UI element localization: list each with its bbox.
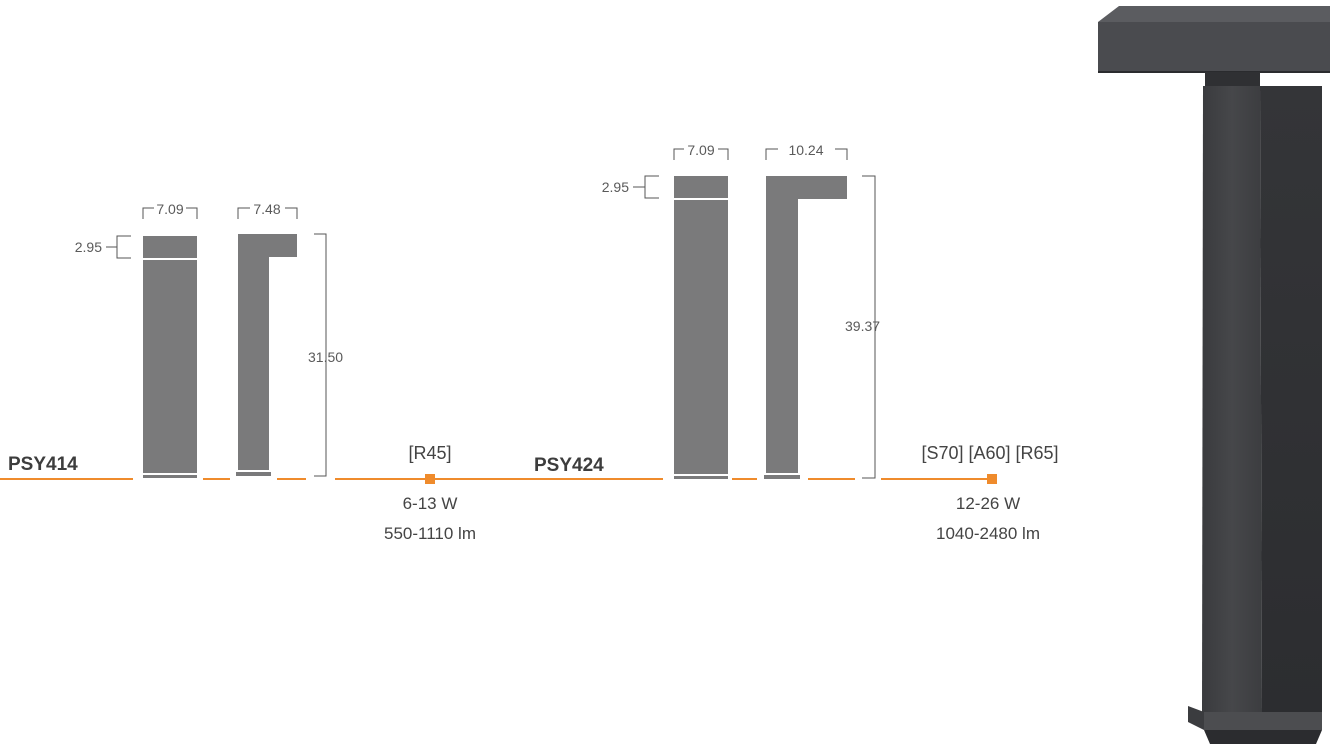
svg-text:7.09: 7.09	[156, 201, 183, 217]
specs-psy414: [R45] 6-13 W 550-1110 lm	[384, 443, 476, 543]
dimension-head-height: 2.95	[602, 175, 659, 199]
svg-text:7.48: 7.48	[253, 201, 280, 217]
specs-psy424: [S70] [A60] [R65] 12-26 W 1040-2480 lm	[921, 443, 1058, 543]
dimension-front-width: 7.09	[142, 201, 198, 219]
dimension-head-height: 2.95	[75, 235, 131, 259]
dimension-side-width: 7.48	[237, 201, 298, 219]
wattage-label: 12-26 W	[956, 494, 1020, 513]
bollard-3d-icon	[1098, 6, 1330, 744]
optics-label: [R45]	[408, 443, 451, 463]
dimension-total-height: 39.37	[845, 175, 880, 479]
optics-label: [S70] [A60] [R65]	[921, 443, 1058, 463]
marker-square	[425, 474, 435, 484]
svg-text:7.09: 7.09	[687, 142, 714, 158]
front-view-psy414	[143, 236, 197, 478]
product-psy424: PSY424 7.09 10.24 2.	[520, 142, 1059, 543]
wattage-label: 6-13 W	[403, 494, 458, 513]
product-code: PSY414	[8, 454, 78, 475]
svg-text:10.24: 10.24	[788, 142, 823, 158]
lumens-label: 550-1110 lm	[384, 524, 476, 543]
dimension-front-width: 7.09	[673, 142, 729, 160]
side-view-psy414	[236, 234, 297, 476]
product-code: PSY424	[534, 455, 604, 476]
product-psy414: PSY414 7.09 7.48	[0, 201, 520, 543]
marker-square	[987, 474, 997, 484]
side-view-psy424	[764, 176, 847, 479]
dimension-total-height: 31.50	[308, 233, 343, 477]
dimension-side-width: 10.24	[765, 142, 848, 160]
svg-text:31.50: 31.50	[308, 349, 343, 365]
svg-text:2.95: 2.95	[602, 179, 629, 195]
svg-text:39.37: 39.37	[845, 318, 880, 334]
svg-text:2.95: 2.95	[75, 239, 102, 255]
lumens-label: 1040-2480 lm	[936, 524, 1040, 543]
front-view-psy424	[674, 176, 728, 479]
